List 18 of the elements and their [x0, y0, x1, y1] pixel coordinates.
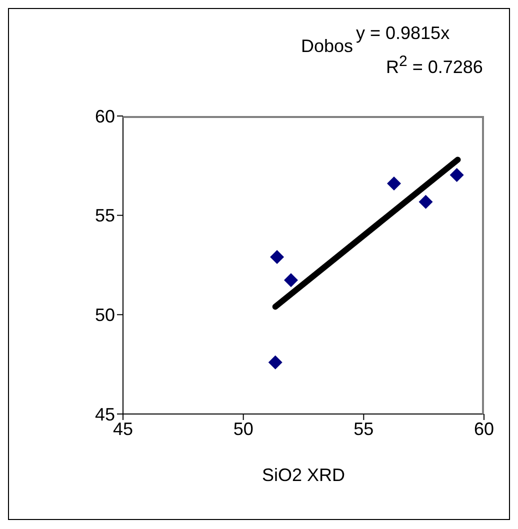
x-axis-title: SiO2 XRD	[262, 464, 346, 485]
point	[284, 273, 298, 288]
y-tick-label: 60	[94, 106, 115, 126]
x-tick-label: 60	[474, 418, 494, 439]
y-tick-label: 45	[94, 404, 115, 424]
point	[268, 355, 282, 370]
x-tick-label: 45	[112, 418, 134, 439]
y-tick-label: 55	[94, 206, 115, 226]
x-tick-label: 55	[354, 418, 374, 439]
y-tick-label: 50	[94, 305, 115, 326]
text: y = 0.9815x	[356, 23, 450, 44]
text: R$^{2}$ = 0.7286	[386, 53, 483, 78]
point	[386, 176, 401, 191]
point	[450, 168, 464, 182]
x-tick-label: 50	[233, 418, 254, 439]
point	[418, 194, 433, 209]
point	[270, 250, 284, 264]
chart-title: Dobos	[301, 36, 354, 57]
